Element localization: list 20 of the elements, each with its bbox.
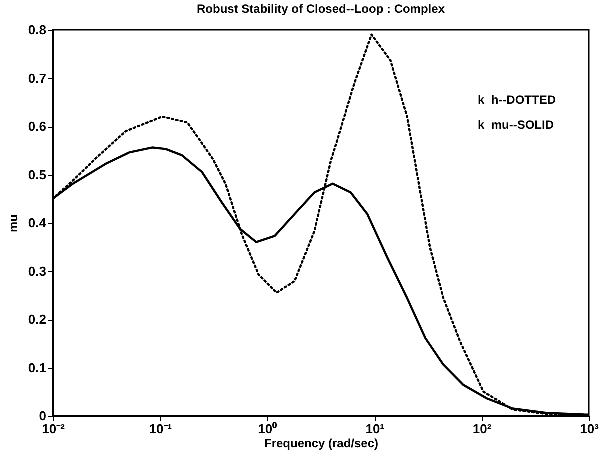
y-axis-title: mu: [6, 214, 20, 232]
y-tick-label: 0.3: [28, 264, 46, 279]
annotation: k_h--DOTTED: [478, 93, 556, 107]
x-tick-label: 10¹: [366, 422, 384, 436]
y-tick-label: 0: [39, 408, 46, 424]
x-tick-label: 10⁻¹: [149, 422, 172, 436]
y-tick-label: 0.1: [28, 360, 46, 376]
x-tick-label: 10³: [580, 422, 600, 436]
x-tick-label: 10⁻²: [42, 422, 66, 436]
y-tick-label: 0.7: [28, 70, 46, 86]
y-tick-label: 0.5: [28, 167, 46, 182]
y-tick-label: 0.2: [28, 312, 46, 327]
annotation: k_mu--SOLID: [478, 118, 554, 132]
y-tick-label: 0.8: [28, 22, 46, 38]
x-tick-label: 10⁰: [258, 422, 278, 436]
y-tick-label: 0.4: [28, 216, 48, 230]
y-tick-label: 0.6: [28, 119, 46, 134]
chart-title: Robust Stability of Closed--Loop : Complex: [197, 2, 446, 16]
x-axis-title: Frequency (rad/sec): [264, 436, 379, 450]
x-tick-label: 10²: [472, 422, 492, 436]
